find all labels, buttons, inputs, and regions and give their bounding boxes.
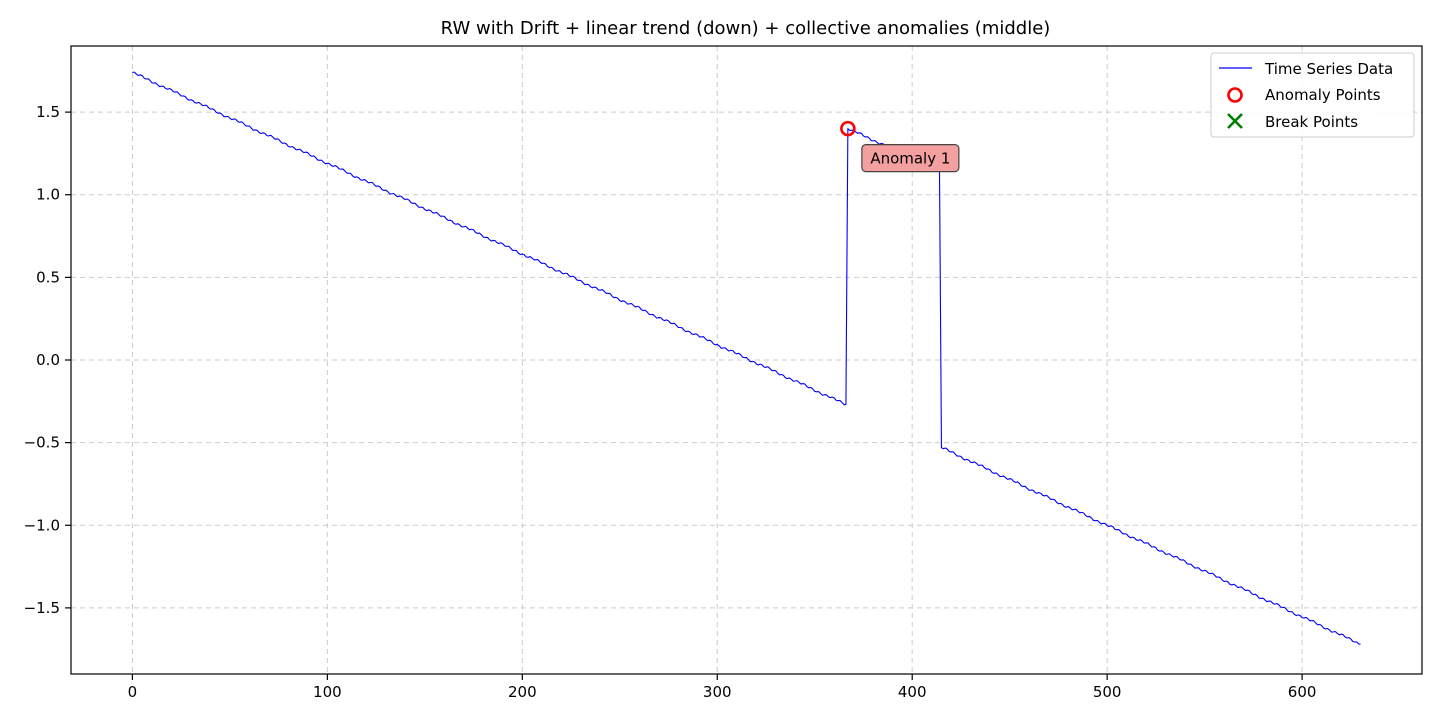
annotation-label: Anomaly 1: [870, 150, 950, 168]
series-line-time-series-data: [132, 71, 1361, 645]
x-tick-label: 100: [313, 683, 342, 701]
legend-label: Break Points: [1265, 113, 1358, 131]
annotations: Anomaly 1: [861, 144, 960, 173]
y-tick-label: −0.5: [24, 434, 60, 452]
x-tick-label: 400: [898, 683, 927, 701]
data-layer: [132, 71, 1361, 645]
x-tick-label: 500: [1093, 683, 1122, 701]
x-tick-label: 600: [1288, 683, 1317, 701]
x-tick-label: 0: [128, 683, 138, 701]
legend-label: Time Series Data: [1264, 60, 1393, 78]
legend-label: Anomaly Points: [1265, 86, 1381, 104]
y-tick-label: −1.0: [24, 516, 60, 534]
chart-title: RW with Drift + linear trend (down) + co…: [441, 18, 1051, 39]
legend-anomaly-swatch: [1227, 87, 1243, 103]
y-tick-label: 1.5: [36, 103, 60, 121]
y-tick-label: −1.5: [24, 599, 60, 617]
x-tick-label: 300: [703, 683, 732, 701]
anomaly-point: [840, 120, 856, 137]
grid: [71, 46, 1422, 674]
y-tick-label: 0.0: [36, 351, 60, 369]
y-tick-label: 0.5: [36, 268, 60, 286]
y-tick-label: 1.0: [36, 186, 60, 204]
legend: Time Series Data Anomaly Points Break Poin…: [1210, 52, 1415, 138]
legend-break-swatch: [1227, 113, 1243, 129]
x-tick-label: 200: [508, 683, 537, 701]
legend-box: [1210, 52, 1415, 138]
ticks: 0 100 200 300 400 500 600 −1.5 −1.0 −0.5 0.0 0.5 1.0…: [24, 103, 1317, 701]
annotation-box: [861, 144, 960, 173]
